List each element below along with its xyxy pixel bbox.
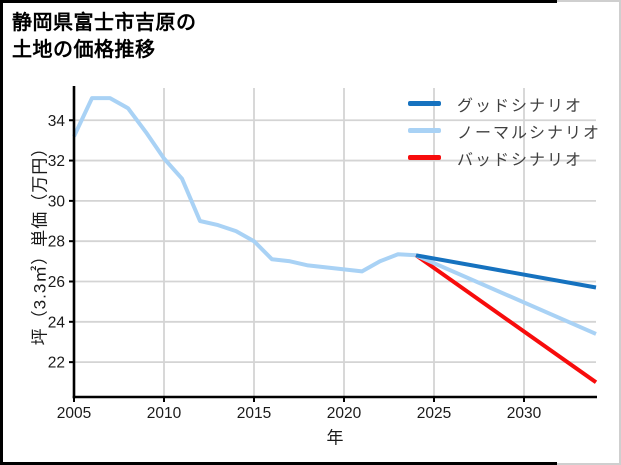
series-line [414,253,598,384]
x-tick-label: 2020 [327,405,362,422]
chart-title-line2: 土地の価格推移 [12,39,156,61]
y-tick-label: 24 [48,314,66,331]
y-axis-label: 坪（3.3㎡）単価（万円） [30,138,50,346]
x-tick-label: 2010 [147,405,182,422]
y-tick-label: 28 [48,234,65,251]
y-tick-label: 34 [48,113,66,130]
legend-label-bad: バッドシナリオ [457,151,584,169]
card-border-top-right [557,0,621,2]
chart-title-line1: 静岡県富士市吉原の [12,12,197,34]
x-tick-label: 2030 [507,405,542,422]
x-axis-label: 年 [326,428,344,448]
x-tick-label: 2015 [237,405,271,422]
card-border-right [619,0,621,465]
card-border-bottom [0,462,557,465]
normal-scenario-line-swatch [408,128,441,133]
chart-title: 静岡県富士市吉原の 土地の価格推移 [12,10,197,64]
y-tick-label: 26 [48,274,65,291]
legend-item-good: グッドシナリオ [408,90,601,117]
x-tick-label: 2005 [57,405,91,422]
legend-label-good: グッドシナリオ [457,97,584,115]
series-line [72,96,417,274]
legend-item-bad: バッドシナリオ [408,144,601,171]
bad-scenario-line-swatch [408,155,441,160]
legend-label-normal: ノーマルシナリオ [457,124,602,142]
legend: グッドシナリオ ノーマルシナリオ バッドシナリオ [408,90,601,171]
y-tick-label: 32 [48,153,65,170]
legend-item-normal: ノーマルシナリオ [408,117,601,144]
card-border-left [0,0,3,465]
good-scenario-line-swatch [408,101,441,106]
card-border-top [0,0,557,3]
y-tick-label: 22 [48,355,65,372]
card-border-bottom-right [557,463,621,465]
y-tick-label: 30 [48,193,66,210]
x-tick-label: 2025 [417,405,451,422]
series-line [415,253,597,290]
series-line [415,253,597,336]
